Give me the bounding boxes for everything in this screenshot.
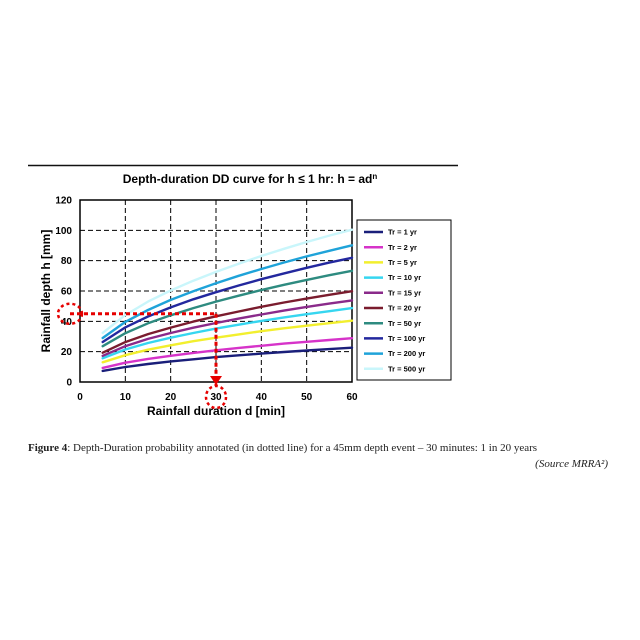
series-line-1 [101, 346, 354, 373]
annotation-group [56, 302, 228, 410]
legend-label: Tr = 50 yr [388, 319, 421, 328]
annotation-arrowhead [210, 376, 222, 385]
legend: Tr = 1 yr Tr = 2 yr Tr = 5 yr Tr = 10 yr Tr … [364, 228, 425, 373]
y-tick-label: 120 [55, 196, 72, 207]
y-tick-label: 0 [66, 378, 72, 389]
series-line-3 [101, 319, 354, 364]
legend-label: Tr = 200 yr [388, 349, 425, 358]
legend-label: Tr = 500 yr [388, 364, 425, 373]
series-group [101, 228, 354, 373]
caption-label: Figure 4 [28, 442, 68, 454]
legend-label: Tr = 15 yr [388, 288, 421, 297]
annotation-x-circle [204, 384, 228, 410]
legend-label: Tr = 100 yr [388, 334, 425, 343]
annotation-y-circle [56, 302, 84, 325]
x-tick-label: 10 [120, 392, 132, 403]
y-tick-label: 20 [61, 347, 73, 358]
x-tick-label: 60 [346, 392, 358, 403]
x-tick-label: 50 [301, 392, 313, 403]
series-line-5 [101, 299, 354, 357]
y-tick-label: 80 [61, 256, 73, 267]
series-line-8 [101, 256, 354, 344]
legend-label: Tr = 5 yr [388, 258, 417, 267]
y-tick-label: 100 [55, 226, 72, 237]
legend-label: Tr = 10 yr [388, 273, 421, 282]
x-tick-label: 0 [77, 392, 83, 403]
legend-label: Tr = 2 yr [388, 243, 417, 252]
chart-title-main: Depth-duration DD curve for h ≤ 1 hr: h … [123, 172, 373, 186]
series-line-7 [101, 269, 354, 348]
chart-title-superscript: n [372, 172, 377, 181]
y-axis-label: Rainfall depth h [mm] [39, 230, 53, 353]
caption-source: (Source MRRA²) [535, 458, 608, 470]
series-line-2 [101, 337, 354, 370]
x-tick-label: 40 [256, 392, 268, 403]
y-tick-label: 60 [61, 287, 73, 298]
legend-label: Tr = 1 yr [388, 228, 417, 237]
series-line-6 [101, 290, 354, 354]
figure-caption: Figure 4: Depth-Duration probability ann… [28, 440, 612, 470]
series-line-10 [101, 228, 354, 335]
caption-text: : Depth-Duration probability annotated (… [67, 442, 538, 454]
legend-label: Tr = 20 yr [388, 304, 421, 313]
x-tick-label: 20 [165, 392, 177, 403]
series-line-4 [101, 306, 354, 360]
x-axis-label: Rainfall duration d [min] [147, 404, 285, 418]
series-line-9 [101, 244, 354, 340]
chart-title: Depth-duration DD curve for h ≤ 1 hr: h … [123, 172, 378, 186]
x-tick-label: 30 [210, 392, 222, 403]
